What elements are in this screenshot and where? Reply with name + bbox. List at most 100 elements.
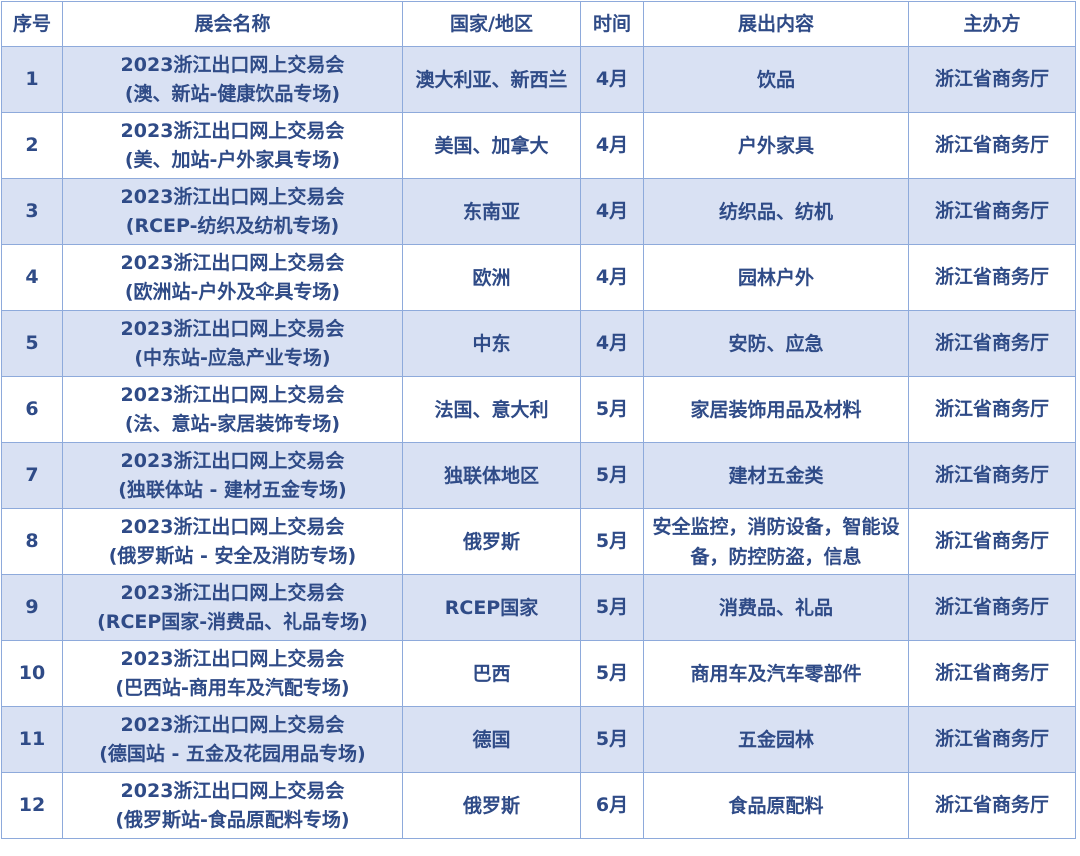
header-host: 主办方 xyxy=(908,1,1076,47)
cell-name: 2023浙江出口网上交易会 (独联体站 - 建材五金专场) xyxy=(62,442,403,509)
cell-content: 消费品、礼品 xyxy=(643,574,909,641)
name-line1: 2023浙江出口网上交易会 xyxy=(120,53,345,76)
table-row: 2 2023浙江出口网上交易会 (美、加站-户外家具专场) 美国、加拿大 4月 户… xyxy=(1,112,1076,179)
cell-name: 2023浙江出口网上交易会 (俄罗斯站 - 安全及消防专场) xyxy=(62,508,403,575)
name-line2: (欧洲站-户外及伞具专场) xyxy=(124,280,341,303)
header-row: 序号 展会名称 国家/地区 时间 展出内容 主办方 xyxy=(1,1,1076,47)
cell-region: 巴西 xyxy=(402,640,581,707)
content-text: 建材五金类 xyxy=(728,464,824,487)
region-text: 俄罗斯 xyxy=(462,530,520,553)
cell-host: 浙江省商务厅 xyxy=(908,244,1076,311)
content-text: 安全监控，消防设备，智能设备，防控防盗，信息 xyxy=(652,515,900,568)
cell-host: 浙江省商务厅 xyxy=(908,46,1076,113)
name-line2: (独联体站 - 建材五金专场) xyxy=(118,478,347,501)
cell-host: 浙江省商务厅 xyxy=(908,178,1076,245)
name-line2: (RCEP国家-消费品、礼品专场) xyxy=(97,610,368,633)
name-line2: (俄罗斯站 - 安全及消防专场) xyxy=(108,544,357,567)
cell-host: 浙江省商务厅 xyxy=(908,310,1076,377)
cell-host: 浙江省商务厅 xyxy=(908,508,1076,575)
cell-time: 4月 xyxy=(580,178,644,245)
region-text: RCEP国家 xyxy=(444,596,539,619)
name-line1: 2023浙江出口网上交易会 xyxy=(120,515,345,538)
region-text: 法国、意大利 xyxy=(434,398,549,421)
table-row: 4 2023浙江出口网上交易会 (欧洲站-户外及伞具专场) 欧洲 4月 园林户外 … xyxy=(1,244,1076,311)
region-text: 东南亚 xyxy=(462,200,520,223)
cell-region: 俄罗斯 xyxy=(402,772,581,839)
cell-no: 7 xyxy=(1,442,63,509)
cell-name: 2023浙江出口网上交易会 (巴西站-商用车及汽配专场) xyxy=(62,640,403,707)
table-row: 12 2023浙江出口网上交易会 (俄罗斯站-食品原配料专场) 俄罗斯 6月 食品… xyxy=(1,772,1076,839)
cell-region: RCEP国家 xyxy=(402,574,581,641)
header-no: 序号 xyxy=(1,1,63,47)
cell-content: 五金园林 xyxy=(643,706,909,773)
cell-content: 建材五金类 xyxy=(643,442,909,509)
name-line1: 2023浙江出口网上交易会 xyxy=(120,449,345,472)
cell-content: 户外家具 xyxy=(643,112,909,179)
cell-content: 园林户外 xyxy=(643,244,909,311)
cell-content: 安防、应急 xyxy=(643,310,909,377)
content-text: 安防、应急 xyxy=(728,332,824,355)
table-row: 8 2023浙江出口网上交易会 (俄罗斯站 - 安全及消防专场) 俄罗斯 5月 安… xyxy=(1,508,1076,575)
name-line2: (美、加站-户外家具专场) xyxy=(124,148,341,171)
cell-name: 2023浙江出口网上交易会 (RCEP-纺织及纺机专场) xyxy=(62,178,403,245)
content-text: 消费品、礼品 xyxy=(718,596,833,619)
region-text: 澳大利亚、新西兰 xyxy=(415,68,568,91)
table-row: 7 2023浙江出口网上交易会 (独联体站 - 建材五金专场) 独联体地区 5月 … xyxy=(1,442,1076,509)
cell-no: 12 xyxy=(1,772,63,839)
name-line1: 2023浙江出口网上交易会 xyxy=(120,581,345,604)
cell-content: 家居装饰用品及材料 xyxy=(643,376,909,443)
cell-content: 饮品 xyxy=(643,46,909,113)
table-row: 6 2023浙江出口网上交易会 (法、意站-家居装饰专场) 法国、意大利 5月 家… xyxy=(1,376,1076,443)
cell-name: 2023浙江出口网上交易会 (RCEP国家-消费品、礼品专场) xyxy=(62,574,403,641)
cell-name: 2023浙江出口网上交易会 (德国站 - 五金及花园用品专场) xyxy=(62,706,403,773)
content-text: 饮品 xyxy=(756,68,795,91)
cell-time: 5月 xyxy=(580,442,644,509)
table-row: 11 2023浙江出口网上交易会 (德国站 - 五金及花园用品专场) 德国 5月 … xyxy=(1,706,1076,773)
cell-region: 德国 xyxy=(402,706,581,773)
name-line2: (中东站-应急产业专场) xyxy=(134,346,331,369)
cell-content: 安全监控，消防设备，智能设备，防控防盗，信息 xyxy=(643,508,909,575)
cell-time: 5月 xyxy=(580,376,644,443)
content-text: 家居装饰用品及材料 xyxy=(690,398,862,421)
cell-host: 浙江省商务厅 xyxy=(908,574,1076,641)
table-row: 5 2023浙江出口网上交易会 (中东站-应急产业专场) 中东 4月 安防、应急 … xyxy=(1,310,1076,377)
cell-host: 浙江省商务厅 xyxy=(908,640,1076,707)
cell-name: 2023浙江出口网上交易会 (澳、新站-健康饮品专场) xyxy=(62,46,403,113)
content-text: 商用车及汽车零部件 xyxy=(690,662,862,685)
region-text: 中东 xyxy=(472,332,511,355)
name-line1: 2023浙江出口网上交易会 xyxy=(120,383,345,406)
cell-host: 浙江省商务厅 xyxy=(908,442,1076,509)
cell-content: 商用车及汽车零部件 xyxy=(643,640,909,707)
cell-region: 美国、加拿大 xyxy=(402,112,581,179)
cell-no: 2 xyxy=(1,112,63,179)
cell-region: 独联体地区 xyxy=(402,442,581,509)
cell-name: 2023浙江出口网上交易会 (中东站-应急产业专场) xyxy=(62,310,403,377)
cell-time: 5月 xyxy=(580,574,644,641)
table-row: 9 2023浙江出口网上交易会 (RCEP国家-消费品、礼品专场) RCEP国家 … xyxy=(1,574,1076,641)
name-line1: 2023浙江出口网上交易会 xyxy=(120,779,345,802)
name-line1: 2023浙江出口网上交易会 xyxy=(120,119,345,142)
table-row: 10 2023浙江出口网上交易会 (巴西站-商用车及汽配专场) 巴西 5月 商用车… xyxy=(1,640,1076,707)
region-text: 巴西 xyxy=(472,662,511,685)
cell-no: 11 xyxy=(1,706,63,773)
cell-no: 5 xyxy=(1,310,63,377)
name-line2: (RCEP-纺织及纺机专场) xyxy=(125,214,340,237)
header-time: 时间 xyxy=(580,1,644,47)
cell-no: 1 xyxy=(1,46,63,113)
name-line1: 2023浙江出口网上交易会 xyxy=(120,713,345,736)
cell-region: 欧洲 xyxy=(402,244,581,311)
cell-time: 5月 xyxy=(580,508,644,575)
header-name: 展会名称 xyxy=(62,1,403,47)
cell-content: 纺织品、纺机 xyxy=(643,178,909,245)
name-line1: 2023浙江出口网上交易会 xyxy=(120,647,345,670)
region-text: 独联体地区 xyxy=(443,464,539,487)
name-line2: (巴西站-商用车及汽配专场) xyxy=(115,676,350,699)
cell-content: 食品原配料 xyxy=(643,772,909,839)
table-row: 3 2023浙江出口网上交易会 (RCEP-纺织及纺机专场) 东南亚 4月 纺织品… xyxy=(1,178,1076,245)
cell-host: 浙江省商务厅 xyxy=(908,772,1076,839)
name-line2: (澳、新站-健康饮品专场) xyxy=(124,82,341,105)
header-content: 展出内容 xyxy=(643,1,909,47)
cell-host: 浙江省商务厅 xyxy=(908,112,1076,179)
cell-name: 2023浙江出口网上交易会 (俄罗斯站-食品原配料专场) xyxy=(62,772,403,839)
cell-name: 2023浙江出口网上交易会 (欧洲站-户外及伞具专场) xyxy=(62,244,403,311)
